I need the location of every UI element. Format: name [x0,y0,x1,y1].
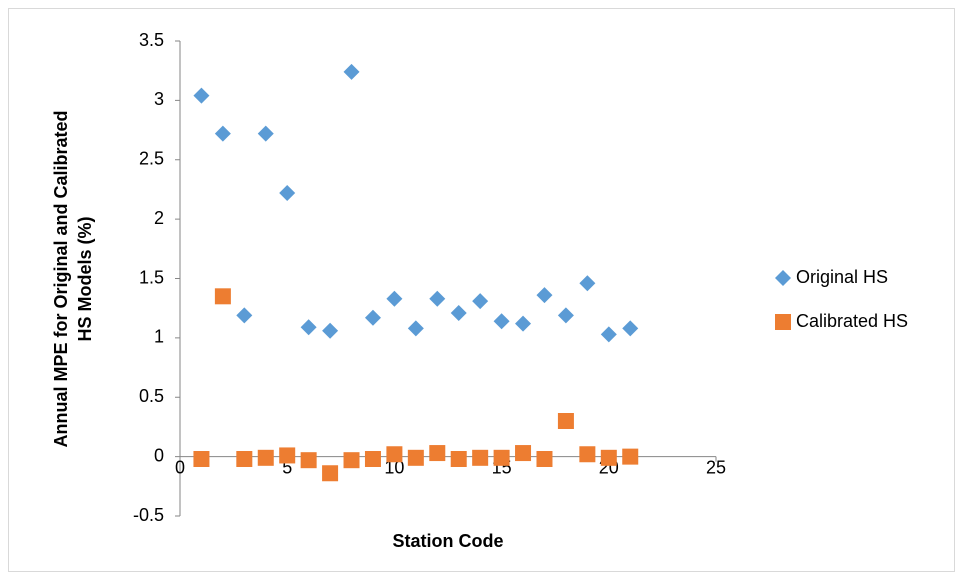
data-point [493,449,510,466]
y-tick-label: 0 [154,445,164,465]
data-point [515,315,532,332]
data-point [515,445,532,462]
data-point [472,293,489,310]
y-axis-title-line: Annual MPE for Original and Calibrated [51,110,71,447]
data-point [214,125,231,142]
data-point [450,304,467,321]
y-tick-label: -0.5 [133,505,164,525]
data-point [386,290,403,307]
data-point [236,451,253,467]
legend-label: Original HS [796,267,888,287]
data-point [364,309,381,326]
data-point [407,449,424,466]
data-point [472,449,489,466]
data-point [386,446,403,463]
y-tick-label: 2.5 [139,149,164,169]
x-tick-label: 10 [384,457,404,477]
data-point [279,447,296,464]
x-tick-label: 5 [282,457,292,477]
x-axis-title: Station Code [393,531,504,551]
data-point [236,307,253,324]
x-tick-label: 25 [706,457,726,477]
data-point [557,307,574,324]
data-point [257,449,274,466]
x-tick-label: 0 [175,457,185,477]
data-point [493,313,510,330]
data-point [429,290,446,307]
chart-border [8,8,955,572]
data-point [557,413,574,429]
data-point [322,465,339,482]
data-point [257,125,274,142]
y-tick-label: 2 [154,208,164,228]
y-tick-label: 3 [154,89,164,109]
data-point [343,63,360,80]
data-point [579,275,596,292]
legend-label: Calibrated HS [796,311,908,331]
data-point [600,326,617,343]
data-point [407,320,424,337]
data-point [193,87,210,104]
data-point [343,452,360,469]
data-point [300,319,317,336]
data-point [536,287,553,304]
data-point [193,451,210,467]
data-point [450,451,467,467]
data-point [429,445,446,462]
data-point [214,288,231,305]
legend-marker [775,270,791,286]
data-point [322,322,339,339]
data-point [300,452,317,469]
data-point [579,446,596,463]
data-point [600,449,617,466]
data-point [364,451,381,467]
data-point [622,448,639,465]
y-tick-label: 0.5 [139,386,164,406]
y-tick-label: 3.5 [139,30,164,50]
y-tick-label: 1.5 [139,267,164,287]
data-point [279,185,296,201]
legend-marker [775,314,791,330]
data-point [536,451,553,467]
y-axis-title: Annual MPE for Original and Calibrated H… [51,110,95,447]
y-axis-title-line: HS Models (%) [75,216,95,341]
y-tick-label: 1 [154,327,164,347]
data-point [622,320,639,337]
